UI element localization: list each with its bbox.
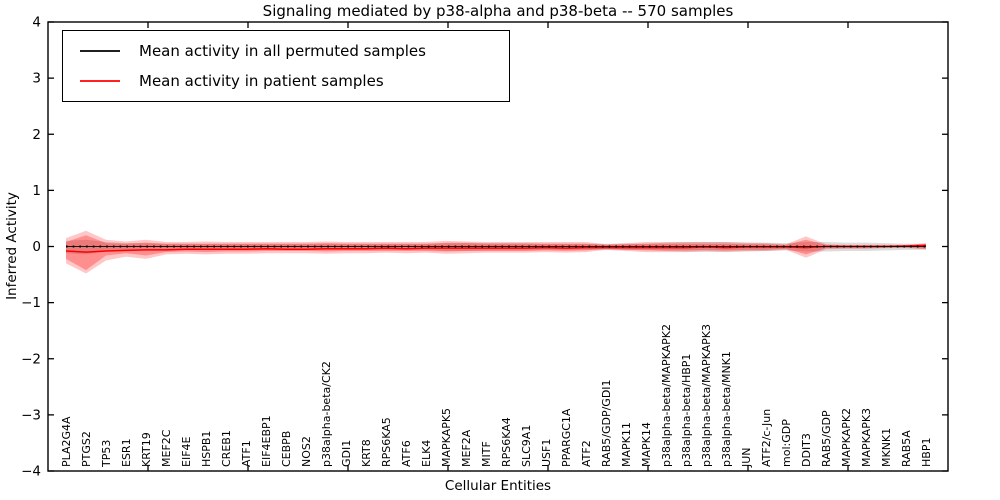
x-tick-label: HSPB1: [200, 431, 213, 467]
x-tick-label: JUN: [740, 447, 753, 468]
x-tick-label: NOS2: [300, 436, 313, 467]
x-tick-label: RAB5/GDP: [820, 410, 833, 467]
x-axis-label: Cellular Entities: [444, 478, 552, 494]
legend: Mean activity in all permuted samples Me…: [62, 30, 510, 102]
x-tick-label: RAB5/GDP/GDI1: [600, 379, 613, 467]
x-tick-label: mol:GDP: [780, 419, 793, 467]
y-tick-label: −3: [21, 407, 41, 423]
x-tick-label: MAPK14: [640, 422, 653, 467]
y-tick-label: −2: [21, 351, 41, 367]
x-tick-label: ATF2/c-Jun: [760, 409, 773, 467]
y-tick-label: 1: [32, 183, 41, 199]
x-tick-label: GDI1: [340, 440, 353, 467]
x-tick-label: p38alpha-beta/MAPKAPK2: [660, 324, 673, 467]
x-tick-label: EIF4E: [180, 436, 193, 467]
patient-line-swatch-icon: [80, 80, 120, 82]
x-tick-label: MITF: [480, 441, 493, 467]
x-tick-label: EIF4EBP1: [260, 415, 273, 467]
x-tick-label: MEF2C: [160, 429, 173, 467]
y-tick-label: 0: [32, 239, 41, 255]
patient-mean-line: [65, 244, 927, 253]
x-tick-label: p38alpha-beta/MAPKAPK3: [700, 324, 713, 467]
legend-item-permuted: Mean activity in all permuted samples: [63, 36, 509, 66]
x-tick-label: KRT8: [360, 439, 373, 467]
x-tick-label: MAPK11: [620, 422, 633, 467]
x-tick-label: PPARGC1A: [560, 408, 573, 467]
x-tick-label: p38alpha-beta/HBP1: [680, 354, 693, 467]
permuted-line-swatch-icon: [80, 50, 120, 52]
legend-label-permuted: Mean activity in all permuted samples: [139, 42, 426, 60]
x-tick-label: MKNK1: [880, 428, 893, 467]
x-tick-label: USF1: [540, 439, 553, 467]
y-tick-label: −1: [21, 295, 41, 311]
x-tick-label: MAPKAPK2: [840, 408, 853, 467]
x-tick-label: RPS6KA5: [380, 417, 393, 467]
y-axis-label: Inferred Activity: [4, 192, 20, 300]
x-tick-label: CEBPB: [280, 431, 293, 467]
x-tick-label: ATF2: [580, 440, 593, 467]
patient-confidence-band-outer: [66, 230, 926, 274]
x-tick-label: TP53: [100, 440, 113, 468]
x-tick-label: CREB1: [220, 430, 233, 467]
chart-title: Signaling mediated by p38-alpha and p38-…: [262, 2, 734, 20]
x-tick-label: MAPKAPK5: [440, 408, 453, 467]
x-tick-label: RAB5A: [900, 430, 913, 467]
y-tick-label: 3: [32, 71, 41, 87]
x-tick-label: SLC9A1: [520, 425, 533, 467]
y-tick-label: 2: [32, 127, 41, 143]
x-tick-label: RPS6KA4: [500, 417, 513, 467]
y-tick-label: 4: [32, 15, 41, 31]
x-tick-label: p38alpha-beta/CK2: [320, 361, 333, 467]
legend-label-patient: Mean activity in patient samples: [139, 72, 384, 90]
x-tick-label: ESR1: [120, 438, 133, 467]
x-tick-label: p38alpha-beta/MNK1: [720, 351, 733, 467]
x-tick-label: KRT19: [140, 432, 153, 467]
patient-confidence-band-inner: [66, 235, 926, 271]
x-tick-label: MAPKAPK3: [860, 408, 873, 467]
x-tick-label: PTGS2: [80, 431, 93, 467]
x-tick-label: ELK4: [420, 440, 433, 467]
legend-item-patient: Mean activity in patient samples: [63, 66, 509, 96]
x-tick-label: HBP1: [920, 438, 933, 467]
y-tick-label: −4: [21, 464, 41, 480]
x-tick-label: ATF1: [240, 440, 253, 467]
x-tick-label: ATF6: [400, 440, 413, 467]
x-tick-label: PLA2G4A: [60, 416, 73, 467]
x-tick-label: MEF2A: [460, 429, 473, 467]
x-tick-label: DDIT3: [800, 433, 813, 467]
